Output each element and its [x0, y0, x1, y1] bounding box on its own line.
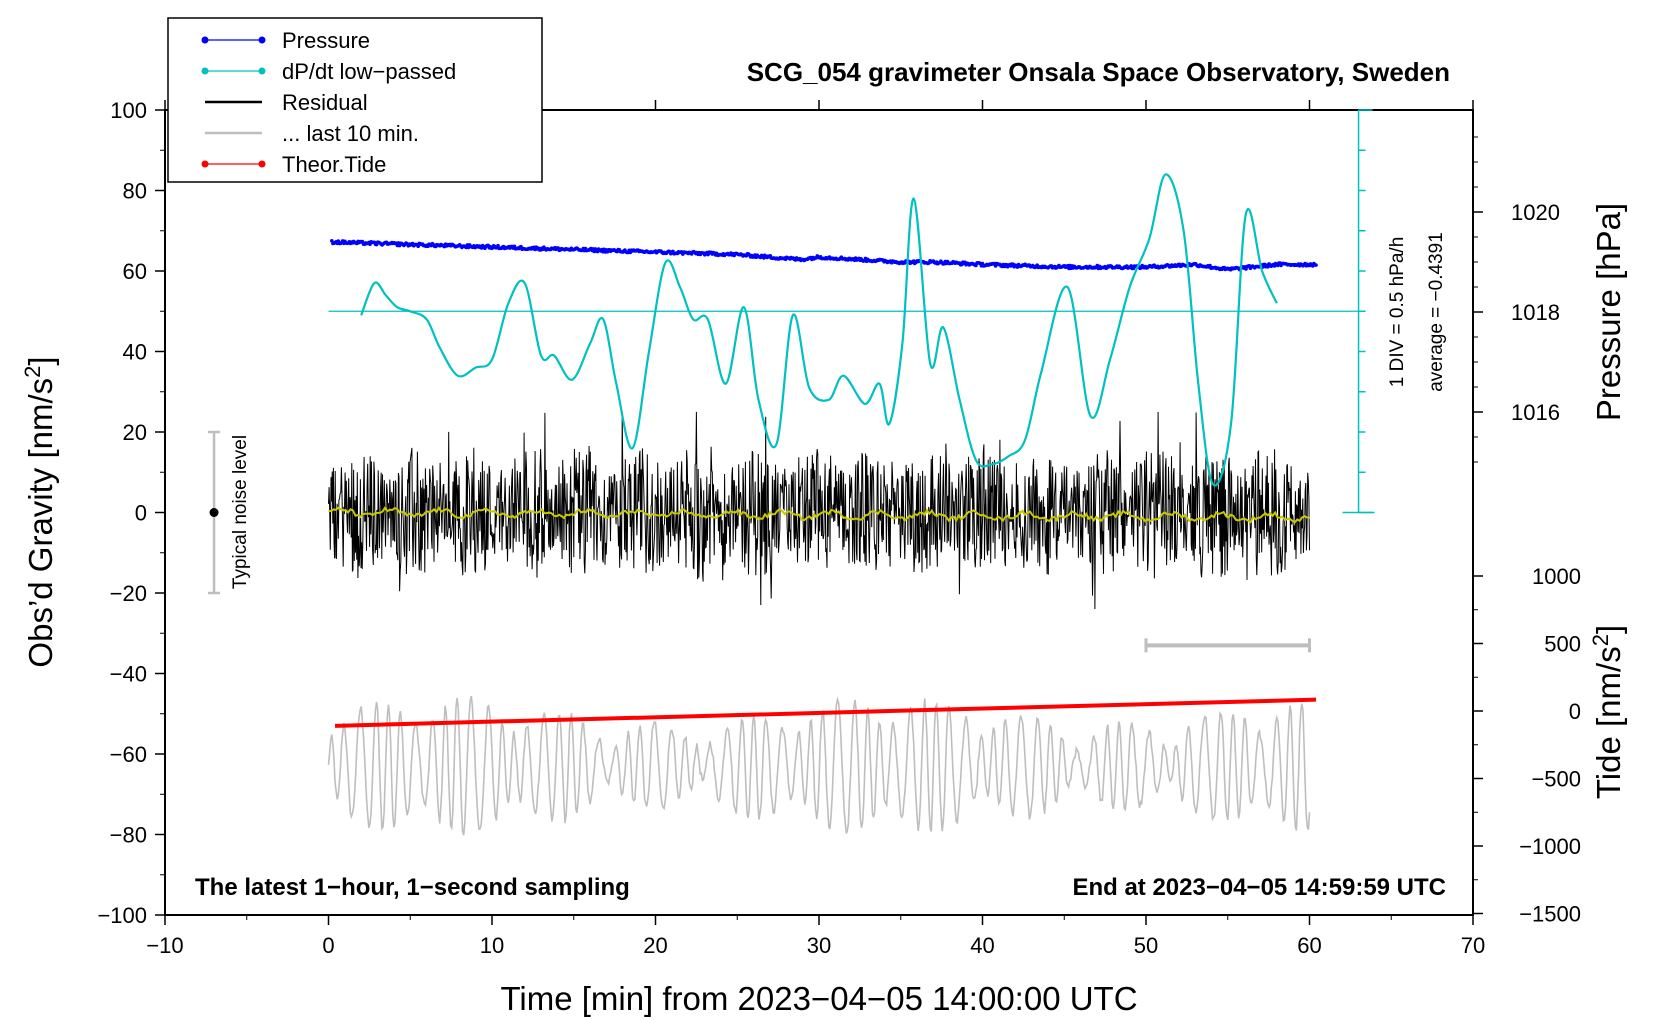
y-tick-label: 60 — [123, 259, 147, 284]
y-tick-label: −20 — [110, 581, 147, 606]
y-axis-label-left-end: ] — [22, 356, 59, 365]
legend-marker — [201, 36, 209, 44]
x-tick-label: 0 — [322, 933, 334, 958]
x-tick-label: 20 — [643, 933, 667, 958]
ten-min-scale-bar — [1144, 638, 1311, 653]
x-tick-label: −10 — [146, 933, 183, 958]
tide-tick-label: −1000 — [1519, 834, 1581, 859]
y-axis-label-tide-sup: 2 — [1588, 634, 1613, 646]
tide-tick-label: 500 — [1544, 632, 1581, 657]
pressure-point — [416, 244, 421, 248]
legend-marker — [258, 67, 266, 75]
x-axis-label: Time [min] from 2023−04−05 14:00:00 UTC — [500, 980, 1137, 1017]
legend-label-pressure: Pressure — [282, 28, 370, 53]
axis-tick-labels: −10 0 10 20 30 40 50 60 70100806040200−20−40−60−… — [97, 98, 1581, 958]
dpdt-scale — [1342, 109, 1375, 514]
legend-marker — [201, 160, 209, 168]
dpdt-series — [328, 173, 1366, 487]
y-tick-label: −60 — [110, 742, 147, 767]
legend: Pressure dP/dt low−passed Residual ... l… — [167, 17, 543, 183]
x-tick-label: 40 — [970, 933, 994, 958]
x-tick-label: 30 — [807, 933, 831, 958]
y-axis-label-tide-end: ] — [1590, 625, 1627, 634]
tide-tick-label: 1000 — [1532, 564, 1581, 589]
tide-tick-label: −500 — [1531, 767, 1581, 792]
tide-tick-label: −1500 — [1519, 902, 1581, 927]
y-tick-label: 0 — [135, 501, 147, 526]
y-tick-label: 20 — [123, 420, 147, 445]
x-tick-label: 70 — [1461, 933, 1485, 958]
chart-title: SCG_054 gravimeter Onsala Space Observat… — [747, 57, 1450, 87]
y-axis-label-tide: Tide [nm/s2] — [1588, 625, 1627, 799]
legend-label-last-10-min: ... last 10 min. — [282, 121, 419, 146]
legend-label-tide: Theor.Tide — [282, 152, 386, 177]
residual-series — [328, 411, 1310, 610]
legend-marker — [201, 67, 209, 75]
y-axis-label-left-sup: 2 — [20, 366, 45, 378]
pressure-series — [330, 239, 1318, 272]
y-axis-label-left-text: Obs’d Gravity [nm/s — [22, 378, 59, 668]
noise-bar-center — [209, 508, 219, 517]
annotation-sampling: The latest 1−hour, 1−second sampling — [195, 874, 630, 901]
annotation-div: 1 DIV = 0.5 hPa/h — [1387, 237, 1408, 388]
residual-line — [328, 411, 1310, 610]
pressure-point — [330, 239, 334, 243]
y-tick-label: 100 — [110, 98, 147, 123]
pressure-tick-label: 1020 — [1511, 200, 1560, 225]
residual-mean-series — [328, 505, 1310, 524]
annotation-noise-level: Typical noise level — [230, 435, 251, 589]
legend-label-dpdt: dP/dt low−passed — [282, 59, 456, 84]
legend-marker — [258, 36, 266, 44]
x-tick-label: 50 — [1134, 933, 1158, 958]
tide-line — [334, 697, 1317, 728]
legend-box — [167, 17, 543, 183]
y-axis-label-pressure: Pressure [hPa] — [1590, 203, 1627, 421]
legend-marker — [258, 160, 266, 168]
y-tick-label: −40 — [110, 662, 147, 687]
theor-tide-series — [334, 697, 1317, 728]
y-axis-label-tide-text: Tide [nm/s — [1590, 646, 1627, 799]
pressure-point — [496, 243, 500, 248]
dpdt-line — [360, 173, 1278, 487]
annotation-average: average = −0.4391 — [1426, 232, 1447, 392]
residual-mean-line — [328, 505, 1310, 524]
x-tick-label: 10 — [480, 933, 504, 958]
y-tick-label: 80 — [123, 179, 147, 204]
y-tick-label: 40 — [123, 340, 147, 365]
tide-tick-label: 0 — [1569, 699, 1581, 724]
annotation-end-time: End at 2023−04−05 14:59:59 UTC — [1072, 874, 1446, 901]
y-axis-label-left: Obs’d Gravity [nm/s2] — [20, 356, 59, 667]
y-tick-label: −80 — [110, 823, 147, 848]
legend-label-residual: Residual — [282, 90, 368, 115]
axis-ticks — [155, 100, 1483, 925]
noise-bar — [208, 430, 221, 595]
last-10-min-line — [327, 695, 1311, 836]
pressure-tick-label: 1018 — [1511, 300, 1560, 325]
last-10-min-series — [327, 695, 1311, 836]
x-tick-label: 60 — [1297, 933, 1321, 958]
y-tick-label: −100 — [97, 903, 147, 928]
legend-marks — [201, 36, 266, 168]
pressure-point — [1314, 263, 1318, 267]
pressure-tick-label: 1016 — [1511, 400, 1560, 425]
